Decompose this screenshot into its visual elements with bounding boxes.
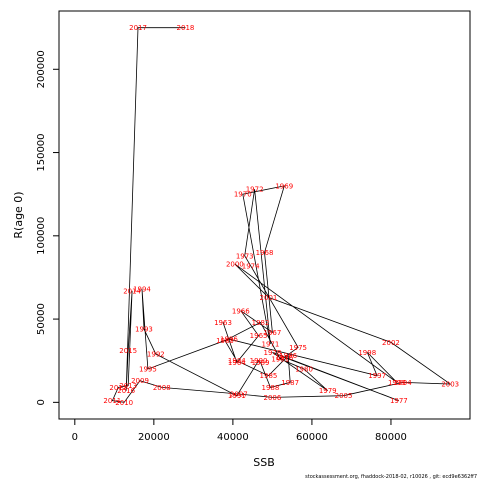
year-label: 1980 — [295, 366, 313, 374]
year-label: 2011 — [103, 397, 121, 405]
year-label: 2014 — [123, 287, 141, 295]
year-label: 1985 — [260, 372, 278, 380]
year-label: 1965 — [250, 332, 268, 340]
year-label: 1999 — [388, 379, 406, 387]
x-axis: 0 20000 40000 60000 80000 — [72, 418, 407, 443]
x-tick-label: 0 — [72, 432, 78, 443]
year-label: 1975 — [289, 344, 307, 352]
year-label: 1974 — [242, 262, 260, 270]
year-label: 2017 — [129, 24, 147, 32]
year-label: 1969 — [275, 182, 293, 190]
year-label: 1997 — [368, 372, 386, 380]
year-labels: 1963 1964 1965 1966 1967 1968 1969 1970 1971 1972… — [103, 24, 459, 407]
y-axis: 0 50000 100000 150000 200000 — [36, 50, 60, 406]
year-label: 2000 — [226, 261, 244, 269]
year-label: 1979 — [319, 387, 337, 395]
year-label: 1973 — [236, 252, 254, 260]
year-label: 1977 — [390, 397, 408, 405]
year-label: 2012 — [109, 384, 127, 392]
year-label: 1984 — [228, 357, 246, 365]
year-label: 2013 — [119, 382, 137, 390]
year-label: 1990 — [250, 357, 268, 365]
year-label: 1988 — [262, 384, 280, 392]
x-tick-label: 20000 — [138, 432, 170, 443]
year-label: 1964 — [228, 359, 246, 367]
year-label: 1995 — [139, 366, 157, 374]
year-label: 2006 — [263, 394, 281, 402]
year-label: 1966 — [232, 307, 250, 315]
year-label: 1967 — [263, 329, 281, 337]
year-label: 1987 — [281, 379, 299, 387]
year-label: 1992 — [147, 351, 165, 359]
year-label: 1963 — [214, 319, 232, 327]
y-tick-label: 0 — [36, 399, 47, 405]
year-label: 1986 — [279, 352, 297, 360]
x-tick-label: 60000 — [296, 432, 328, 443]
year-label: 1996 — [220, 336, 238, 344]
year-label: 1982 — [252, 319, 270, 327]
year-label: 1970 — [234, 191, 252, 199]
year-label: 2001 — [260, 294, 278, 302]
year-label: 1972 — [246, 186, 264, 194]
y-tick-label: 150000 — [36, 133, 47, 171]
year-label: 2004 — [394, 379, 412, 387]
y-tick-label: 200000 — [36, 50, 47, 88]
ssb-recruitment-trajectory-line — [111, 27, 452, 403]
year-label: 2002 — [382, 339, 400, 347]
x-tick-label: 80000 — [375, 432, 407, 443]
year-label: 1968 — [256, 249, 274, 257]
year-label: 1976 — [275, 354, 293, 362]
year-label: 1978 — [263, 349, 281, 357]
y-tick-label: 100000 — [36, 217, 47, 255]
year-label: 1983 — [216, 337, 234, 345]
year-label: 1981 — [271, 356, 289, 364]
year-label: 1989 — [252, 359, 270, 367]
year-label: 2016 — [117, 387, 135, 395]
year-label: 2005 — [335, 392, 353, 400]
year-label: 2015 — [119, 347, 137, 355]
year-label: 1991 — [228, 392, 246, 400]
footer-caption: stockassessment.org, fhaddock-2018-02, r… — [305, 474, 477, 480]
year-label: 2009 — [131, 377, 149, 385]
year-label: 1994 — [133, 286, 151, 294]
y-tick-label: 50000 — [36, 303, 47, 335]
x-axis-title: SSB — [253, 456, 275, 469]
year-label: 2018 — [177, 24, 195, 32]
year-label: 2003 — [441, 381, 459, 389]
year-label: 2007 — [230, 391, 248, 399]
x-tick-label: 40000 — [217, 432, 249, 443]
year-label: 1998 — [358, 349, 376, 357]
year-label: 2008 — [153, 384, 171, 392]
year-label: 2010 — [115, 399, 133, 407]
year-label: 1993 — [135, 326, 153, 334]
year-label: 1971 — [262, 341, 280, 349]
y-axis-title: R(age 0) — [12, 191, 25, 238]
